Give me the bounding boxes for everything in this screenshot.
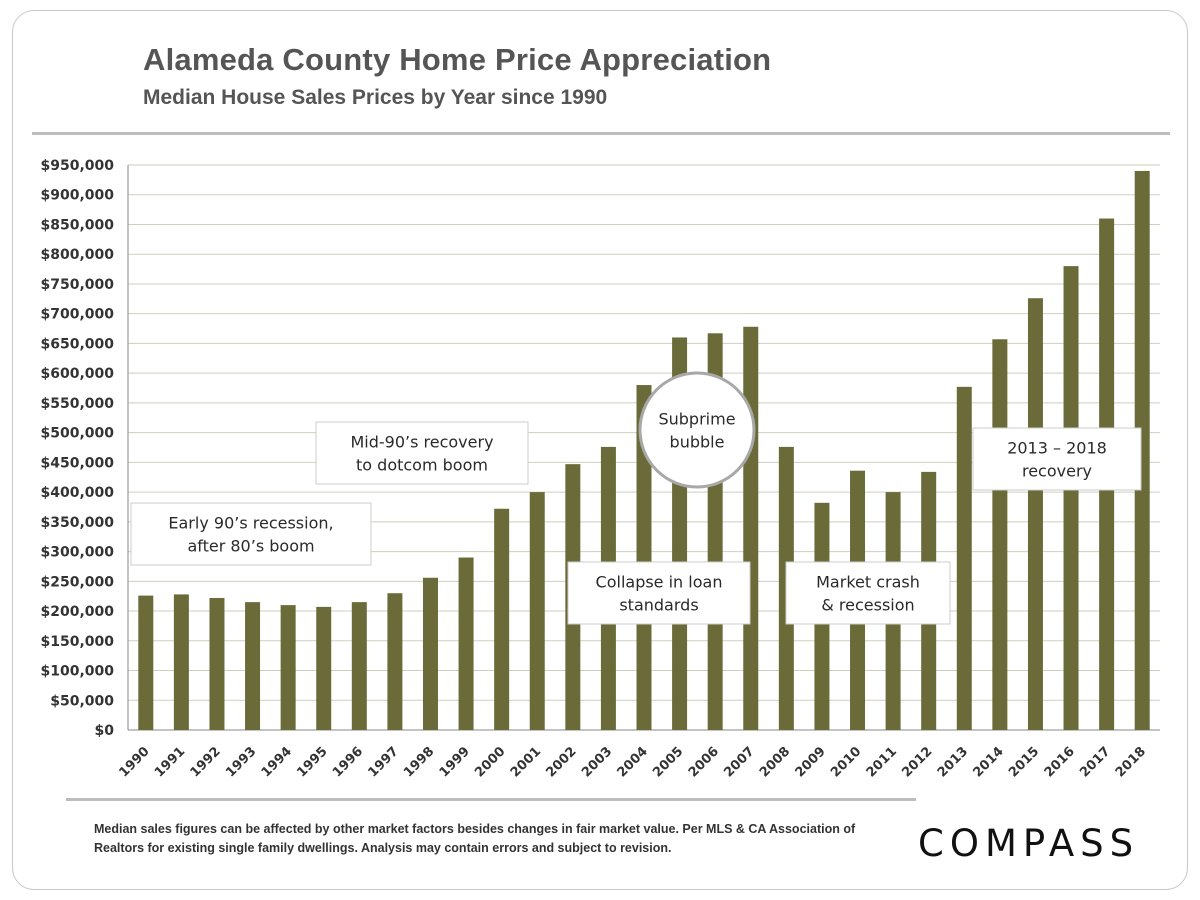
x-tick-label: 2009 — [793, 744, 829, 780]
x-tick-label: 1995 — [294, 744, 330, 780]
x-tick-label: 2017 — [1077, 744, 1113, 780]
bar-1996 — [351, 602, 367, 730]
annotation-box — [972, 427, 1142, 491]
bar-2004 — [636, 385, 652, 730]
annotation-text: Mid-90’s recovery — [350, 433, 493, 452]
bar-2007 — [743, 326, 759, 730]
bar-1991 — [173, 594, 189, 730]
annotation-text: recovery — [1022, 462, 1092, 481]
bottom-divider — [66, 798, 916, 801]
x-tick-label: 1996 — [330, 744, 366, 780]
y-tick-label: $850,000 — [40, 217, 114, 233]
bar-1993 — [245, 602, 261, 730]
x-tick-label: 1997 — [366, 744, 402, 780]
y-tick-label: $400,000 — [40, 485, 114, 501]
annotation-text: after 80’s boom — [187, 537, 314, 556]
bar-2000 — [494, 508, 510, 730]
y-tick-label: $450,000 — [40, 455, 114, 471]
x-tick-label: 2004 — [615, 744, 651, 780]
annotation-box — [567, 561, 751, 625]
x-tick-label: 2010 — [828, 744, 864, 780]
bar-2013 — [956, 386, 972, 730]
bar-1998 — [422, 577, 438, 730]
y-tick-label: $600,000 — [40, 366, 114, 382]
x-tick-label: 2000 — [472, 744, 508, 780]
x-tick-label: 2003 — [579, 744, 615, 780]
bar-1992 — [209, 597, 225, 730]
annotation-box — [785, 561, 951, 625]
y-tick-label: $750,000 — [40, 277, 114, 293]
bar-1994 — [280, 605, 296, 730]
y-tick-label: $350,000 — [40, 515, 114, 531]
x-tick-label: 1991 — [152, 744, 188, 780]
y-tick-label: $900,000 — [40, 188, 114, 204]
y-tick-label: $500,000 — [40, 426, 114, 442]
bar-2018 — [1134, 170, 1150, 730]
x-tick-label: 2015 — [1006, 744, 1042, 780]
bar-2016 — [1063, 266, 1079, 730]
compass-logo: COMPASS — [918, 822, 1140, 865]
x-tick-label: 1992 — [188, 744, 224, 780]
annotation-text: bubble — [670, 433, 725, 452]
chart-title: Alameda County Home Price Appreciation — [143, 42, 772, 77]
x-tick-label: 2013 — [935, 744, 971, 780]
bar-1990 — [138, 595, 154, 730]
y-tick-label: $0 — [95, 723, 115, 739]
bar-2015 — [1027, 298, 1043, 730]
y-tick-label: $200,000 — [40, 604, 114, 620]
x-tick-label: 1999 — [437, 744, 473, 780]
chart-subtitle: Median House Sales Prices by Year since … — [143, 86, 608, 109]
annotation-text: standards — [619, 596, 698, 615]
x-tick-label: 2001 — [508, 744, 544, 780]
annotation-text: to dotcom boom — [356, 456, 488, 475]
x-tick-label: 1990 — [116, 744, 152, 780]
x-tick-label: 2012 — [899, 744, 935, 780]
annotation-box — [315, 421, 529, 485]
x-tick-label: 2016 — [1042, 744, 1078, 780]
footnote: Median sales figures can be affected by … — [94, 822, 856, 855]
annotation-box — [130, 502, 372, 566]
y-tick-label: $550,000 — [40, 396, 114, 412]
x-tick-label: 2005 — [650, 744, 686, 780]
x-tick-label: 2006 — [686, 744, 722, 780]
annotation-text: 2013 – 2018 — [1007, 439, 1107, 458]
annotation-text: Subprime — [658, 410, 735, 429]
annotation-text: Collapse in loan — [596, 573, 723, 592]
y-tick-label: $100,000 — [40, 664, 114, 680]
x-tick-label: 1998 — [401, 744, 437, 780]
x-tick-label: 2018 — [1113, 744, 1149, 780]
annotation-text: & recession — [821, 596, 914, 615]
x-tick-label: 2014 — [970, 744, 1006, 780]
bar-2001 — [529, 492, 545, 730]
top-divider — [32, 132, 1170, 135]
x-tick-label: 1993 — [223, 744, 259, 780]
y-tick-label: $650,000 — [40, 336, 114, 352]
annotation-text: Market crash — [816, 573, 920, 592]
bar-2014 — [992, 339, 1008, 730]
bar-1999 — [458, 557, 474, 730]
x-tick-label: 2011 — [864, 744, 900, 780]
annotation-circle — [638, 371, 756, 489]
y-tick-label: $950,000 — [40, 158, 114, 174]
x-tick-label: 1994 — [259, 744, 295, 780]
y-tick-label: $50,000 — [50, 693, 114, 709]
y-tick-label: $700,000 — [40, 307, 114, 323]
bar-1997 — [387, 593, 403, 730]
y-tick-label: $150,000 — [40, 634, 114, 650]
y-tick-label: $300,000 — [40, 545, 114, 561]
y-tick-label: $250,000 — [40, 574, 114, 590]
x-tick-label: 2008 — [757, 744, 793, 780]
annotation-text: Early 90’s recession, — [168, 514, 333, 533]
y-tick-label: $800,000 — [40, 247, 114, 263]
x-tick-label: 2007 — [721, 744, 757, 780]
bar-1995 — [316, 606, 332, 730]
x-tick-label: 2002 — [543, 744, 579, 780]
